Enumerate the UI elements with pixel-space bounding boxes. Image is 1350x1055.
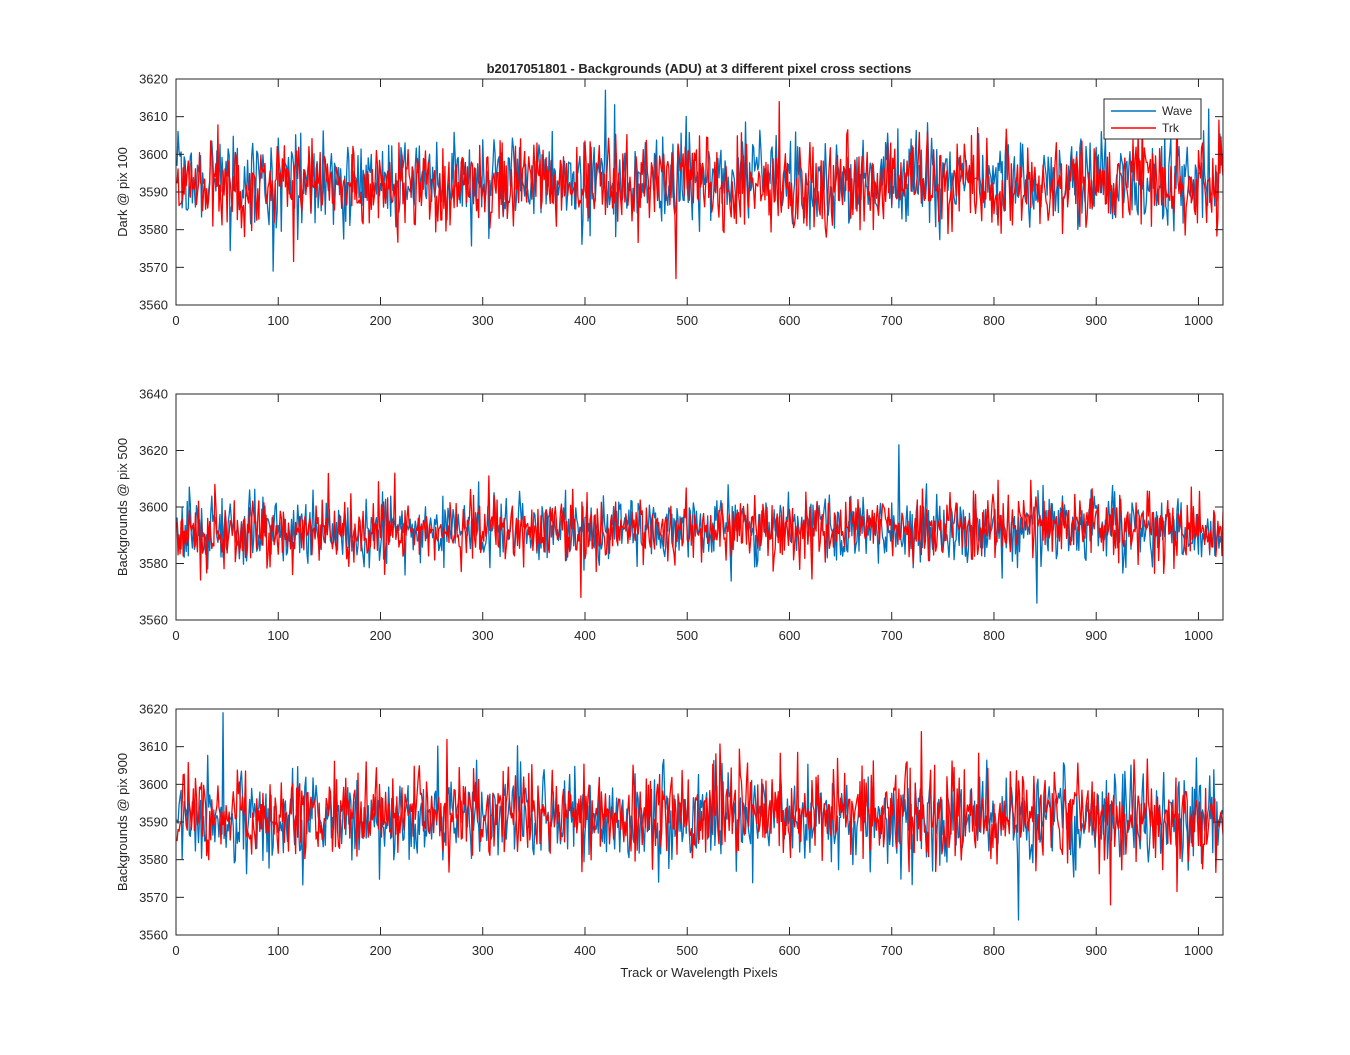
x-tick-label: 500 xyxy=(676,943,698,958)
x-tick-label: 1000 xyxy=(1184,943,1213,958)
legend-label-wave: Wave xyxy=(1162,104,1193,118)
y-tick-label: 3560 xyxy=(139,928,168,943)
x-tick-label: 700 xyxy=(881,943,903,958)
series-line-trk xyxy=(176,100,1223,280)
x-tick-label: 200 xyxy=(370,628,392,643)
y-axis-label: Dark @ pix 100 xyxy=(115,147,130,237)
x-tick-label: 800 xyxy=(983,943,1005,958)
x-tick-label: 1000 xyxy=(1184,313,1213,328)
y-tick-label: 3620 xyxy=(139,443,168,458)
x-tick-label: 0 xyxy=(172,628,179,643)
x-tick-label: 700 xyxy=(881,628,903,643)
x-tick-label: 100 xyxy=(267,943,289,958)
x-tick-label: 400 xyxy=(574,628,596,643)
x-tick-label: 0 xyxy=(172,943,179,958)
x-tick-label: 400 xyxy=(574,313,596,328)
x-tick-label: 600 xyxy=(779,313,801,328)
y-tick-label: 3610 xyxy=(139,109,168,124)
subplots: 0 100 200 300 400 500 600 700 800 900 100035603570… xyxy=(115,72,1224,958)
x-tick-label: 100 xyxy=(267,628,289,643)
x-tick-label: 200 xyxy=(370,943,392,958)
y-tick-label: 3580 xyxy=(139,852,168,867)
x-tick-label: 900 xyxy=(1085,628,1107,643)
y-tick-label: 3560 xyxy=(139,298,168,313)
x-tick-label: 700 xyxy=(881,313,903,328)
y-tick-label: 3600 xyxy=(139,777,168,792)
x-tick-label: 600 xyxy=(779,943,801,958)
y-tick-label: 3590 xyxy=(139,185,168,200)
x-tick-label: 400 xyxy=(574,943,596,958)
chart-title: b2017051801 - Backgrounds (ADU) at 3 dif… xyxy=(487,61,912,76)
y-tick-label: 3580 xyxy=(139,556,168,571)
x-tick-label: 1000 xyxy=(1184,628,1213,643)
subplot-2: 0 100 200 300 400 500 600 700 800 900 1000 3560 3580… xyxy=(115,387,1224,643)
legend: Wave Trk xyxy=(1103,98,1202,140)
y-tick-label: 3620 xyxy=(139,72,168,87)
x-axis-label: Track or Wavelength Pixels xyxy=(620,965,778,980)
y-tick-label: 3590 xyxy=(139,815,168,830)
y-tick-label: 3560 xyxy=(139,613,168,628)
legend-box xyxy=(1103,98,1202,140)
y-tick-label: 3600 xyxy=(139,147,168,162)
series-line-trk xyxy=(176,472,1223,599)
y-tick-label: 3580 xyxy=(139,222,168,237)
x-tick-label: 200 xyxy=(370,313,392,328)
subplot-1: 0 100 200 300 400 500 600 700 800 900 1000 3560 3570… xyxy=(115,72,1224,328)
y-axis-label: Backgrounds @ pix 900 xyxy=(115,753,130,891)
x-tick-label: 500 xyxy=(676,313,698,328)
y-tick-label: 3620 xyxy=(139,702,168,717)
legend-label-trk: Trk xyxy=(1162,121,1180,135)
x-tick-label: 300 xyxy=(472,313,494,328)
x-tick-label: 800 xyxy=(983,628,1005,643)
x-tick-label: 500 xyxy=(676,628,698,643)
series-line-wave xyxy=(176,89,1223,272)
y-tick-label: 3600 xyxy=(139,500,168,515)
x-tick-label: 600 xyxy=(779,628,801,643)
x-tick-label: 900 xyxy=(1085,943,1107,958)
subplot-3: 0 100 200 300 400 500 600 700 800 900 1000 3560 3570… xyxy=(115,702,1224,958)
x-tick-label: 0 xyxy=(172,313,179,328)
y-axis-label: Backgrounds @ pix 500 xyxy=(115,438,130,576)
x-tick-label: 300 xyxy=(472,628,494,643)
y-tick-label: 3640 xyxy=(139,387,168,402)
y-tick-label: 3570 xyxy=(139,890,168,905)
series-line-wave xyxy=(176,712,1223,921)
x-tick-label: 300 xyxy=(472,943,494,958)
y-tick-label: 3610 xyxy=(139,739,168,754)
x-tick-label: 800 xyxy=(983,313,1005,328)
x-tick-label: 900 xyxy=(1085,313,1107,328)
axes-box xyxy=(175,393,1224,621)
series-line-trk xyxy=(176,730,1223,906)
y-tick-label: 3570 xyxy=(139,260,168,275)
x-tick-label: 100 xyxy=(267,313,289,328)
